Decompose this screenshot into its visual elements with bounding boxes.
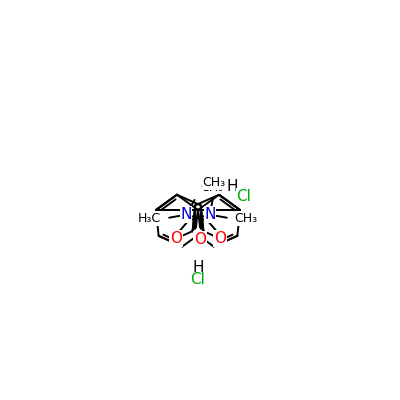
- Text: Cl: Cl: [236, 189, 251, 204]
- Text: H: H: [192, 260, 204, 274]
- Text: CH₃: CH₃: [200, 180, 223, 194]
- Text: H₃C: H₃C: [138, 212, 161, 225]
- Text: N: N: [204, 207, 216, 222]
- Text: O: O: [214, 231, 226, 246]
- Text: O: O: [170, 231, 182, 246]
- Text: O: O: [194, 232, 206, 246]
- Text: CH₃: CH₃: [202, 176, 225, 189]
- Text: Cl: Cl: [190, 272, 206, 288]
- Text: CH₃: CH₃: [235, 212, 258, 225]
- Text: N: N: [180, 207, 192, 222]
- Text: H: H: [226, 179, 238, 194]
